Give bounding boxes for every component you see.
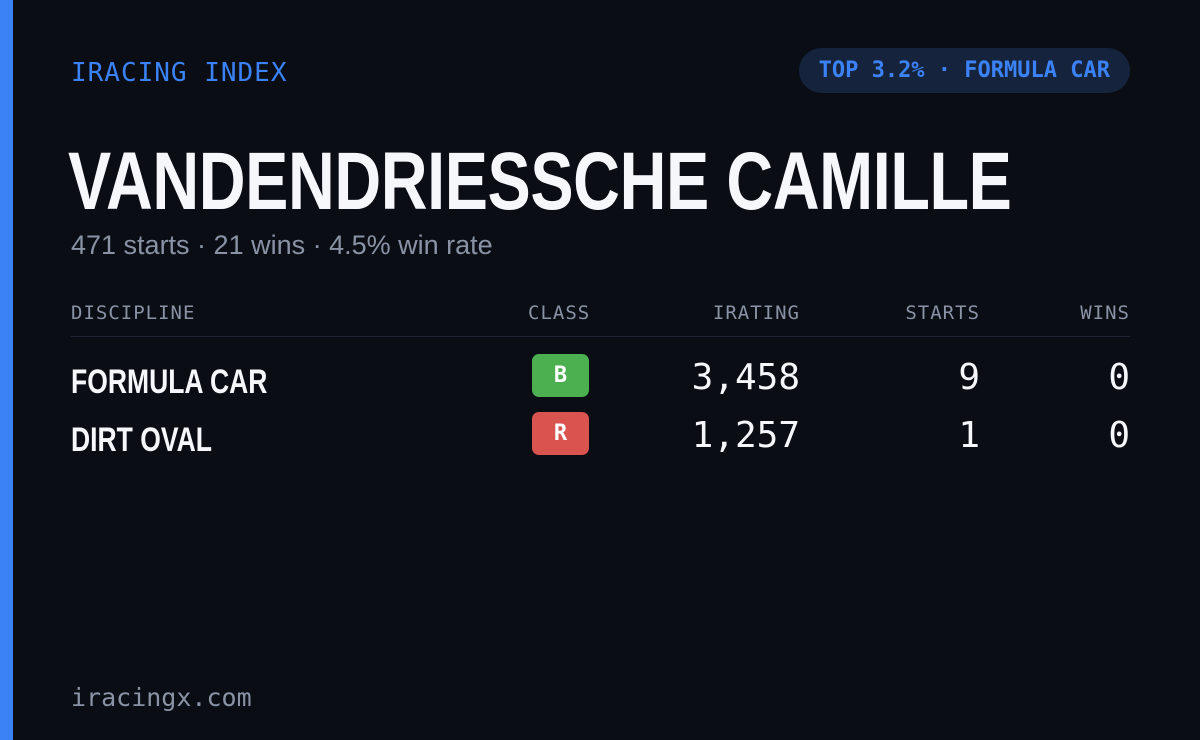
header-discipline: DISCIPLINE bbox=[71, 302, 196, 324]
starts-value: 1 bbox=[958, 415, 980, 456]
header-irating: IRATING bbox=[712, 302, 800, 324]
discipline-name: DIRT OVAL bbox=[71, 421, 212, 459]
class-badge: B bbox=[532, 354, 589, 397]
wins-value: 0 bbox=[1108, 415, 1130, 456]
player-summary: 471 starts · 21 wins · 4.5% win rate bbox=[71, 230, 493, 260]
brand-label: IRACING INDEX bbox=[71, 58, 288, 88]
table-row: DIRT OVAL R 1,257 1 0 bbox=[71, 412, 1130, 460]
header-starts: STARTS bbox=[905, 302, 980, 324]
player-name: VANDENDRIESSCHE CAMILLE bbox=[68, 136, 1012, 227]
accent-bar bbox=[0, 0, 13, 740]
irating-value: 1,257 bbox=[691, 415, 800, 456]
table-header: DISCIPLINE CLASS IRATING STARTS WINS bbox=[71, 298, 1130, 337]
rank-badge: TOP 3.2% · FORMULA CAR bbox=[798, 48, 1130, 93]
discipline-name: FORMULA CAR bbox=[71, 363, 268, 401]
table-row: FORMULA CAR B 3,458 9 0 bbox=[71, 354, 1130, 402]
footer-site: iracingx.com bbox=[71, 683, 252, 712]
wins-value: 0 bbox=[1108, 357, 1130, 398]
header-wins: WINS bbox=[1080, 302, 1130, 324]
class-badge: R bbox=[532, 412, 589, 455]
irating-value: 3,458 bbox=[691, 357, 800, 398]
header-class: CLASS bbox=[528, 302, 591, 324]
starts-value: 9 bbox=[958, 357, 980, 398]
